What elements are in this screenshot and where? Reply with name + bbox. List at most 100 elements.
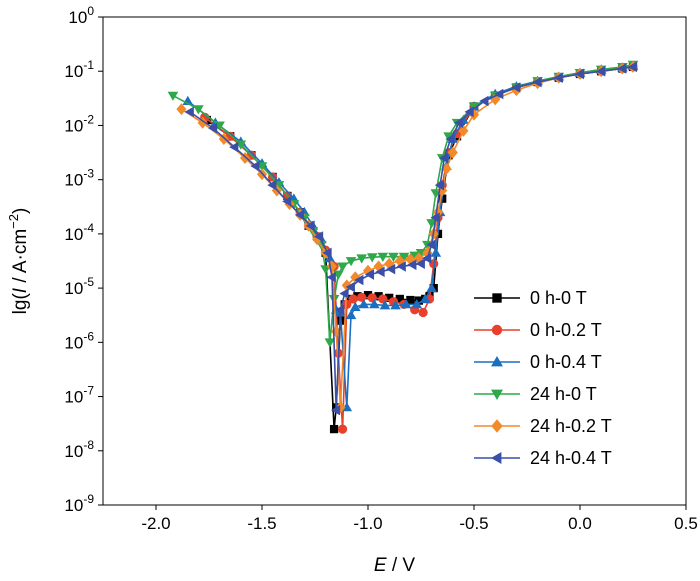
data-point xyxy=(184,106,194,118)
legend-label: 24 h-0.2 T xyxy=(530,416,612,436)
legend-item: 0 h-0 T xyxy=(474,288,587,308)
data-point xyxy=(441,162,452,175)
data-point xyxy=(398,252,410,262)
y-tick-label: 10-6 xyxy=(64,329,94,352)
x-axis-title: E / V xyxy=(374,555,416,576)
data-point xyxy=(422,246,433,259)
data-point xyxy=(366,253,378,263)
y-tick-label: 10-5 xyxy=(64,275,94,298)
data-point xyxy=(342,299,352,309)
data-point xyxy=(375,266,385,278)
data-point xyxy=(345,281,355,293)
data-point xyxy=(553,72,563,84)
data-point xyxy=(267,179,277,191)
y-tick-label: 10-7 xyxy=(64,384,94,407)
data-point xyxy=(349,301,361,311)
legend-marker xyxy=(492,293,502,303)
data-point xyxy=(396,261,406,272)
data-point xyxy=(407,259,417,271)
axis-ticks: -2.0 -1.5 -1.0 -0.5 0.0 0.5 10-9 10-8 10-7 10-6 10… xyxy=(64,4,697,533)
data-point xyxy=(339,288,349,299)
data-point xyxy=(627,61,637,73)
data-point xyxy=(511,82,521,93)
data-point xyxy=(406,295,415,305)
data-point xyxy=(373,260,384,273)
data-point xyxy=(422,252,432,264)
data-point xyxy=(364,269,375,280)
data-point xyxy=(414,296,424,305)
data-point xyxy=(354,274,364,286)
data-point xyxy=(430,247,442,257)
y-tick-label: 10-8 xyxy=(64,438,94,461)
data-point xyxy=(388,252,399,262)
data-point xyxy=(405,253,416,266)
data-point xyxy=(395,294,404,304)
y-tick-label: 100 xyxy=(68,4,94,27)
data-point xyxy=(324,252,336,263)
data-point xyxy=(282,196,292,207)
data-point xyxy=(337,262,348,272)
data-point xyxy=(458,124,469,137)
data-point xyxy=(443,132,454,142)
data-point xyxy=(229,141,239,153)
x-tick-label: -0.5 xyxy=(459,514,488,533)
legend-marker xyxy=(491,324,503,336)
data-point xyxy=(193,105,204,115)
data-point xyxy=(312,233,323,246)
legend-label: 0 h-0.2 T xyxy=(530,320,602,340)
y-tick-label: 10-2 xyxy=(64,112,94,135)
data-point xyxy=(447,146,458,159)
legend-label: 0 h-0 T xyxy=(530,288,587,308)
data-point xyxy=(329,424,339,434)
data-point xyxy=(432,206,444,219)
data-point xyxy=(479,95,489,107)
data-point xyxy=(337,424,348,434)
y-axis-title: lg(I / A·cm−2) xyxy=(6,208,31,315)
data-point xyxy=(250,160,260,172)
data-point xyxy=(464,106,474,118)
series-layer xyxy=(167,60,639,434)
series-line xyxy=(204,66,634,430)
series-5 xyxy=(184,61,637,416)
y-tick-label: 10-3 xyxy=(64,167,94,190)
legend-item: 24 h-0.4 T xyxy=(474,448,612,468)
data-point xyxy=(345,309,357,320)
data-point xyxy=(439,152,449,164)
x-tick-label: -1.0 xyxy=(353,514,382,533)
data-point xyxy=(326,271,336,283)
data-point xyxy=(356,254,367,264)
data-point xyxy=(294,209,305,221)
data-point xyxy=(167,91,179,101)
data-point xyxy=(377,252,389,262)
series-0 xyxy=(202,62,638,434)
data-point xyxy=(369,299,380,309)
data-point xyxy=(341,402,353,412)
data-point xyxy=(358,299,370,309)
x-tick-label: 0.5 xyxy=(674,514,698,533)
data-point xyxy=(574,68,584,80)
data-point xyxy=(409,251,420,261)
data-point xyxy=(363,291,373,300)
series-1 xyxy=(200,62,638,434)
legend: 0 h-0 T 0 h-0.2 T 0 h-0.4 T 24 h-0 T 24 h-0.… xyxy=(474,288,612,468)
data-point xyxy=(426,282,437,293)
data-point xyxy=(415,258,425,270)
legend-label: 24 h-0 T xyxy=(530,384,597,404)
data-point xyxy=(468,102,480,112)
data-point xyxy=(176,103,187,116)
legend-marker xyxy=(491,389,503,400)
data-point xyxy=(335,304,345,316)
data-point xyxy=(341,279,352,292)
data-point xyxy=(426,239,436,251)
data-point xyxy=(430,212,440,223)
y-tick-label: 10-1 xyxy=(64,58,94,81)
data-point xyxy=(411,299,423,309)
legend-marker xyxy=(491,356,503,367)
legend-item: 24 h-0.2 T xyxy=(474,416,612,436)
x-tick-label: -1.5 xyxy=(247,514,276,533)
data-point xyxy=(385,293,394,303)
data-point xyxy=(419,293,431,303)
y-tick-label: 10-4 xyxy=(64,221,94,244)
series-line xyxy=(206,66,634,430)
data-point xyxy=(394,255,405,267)
